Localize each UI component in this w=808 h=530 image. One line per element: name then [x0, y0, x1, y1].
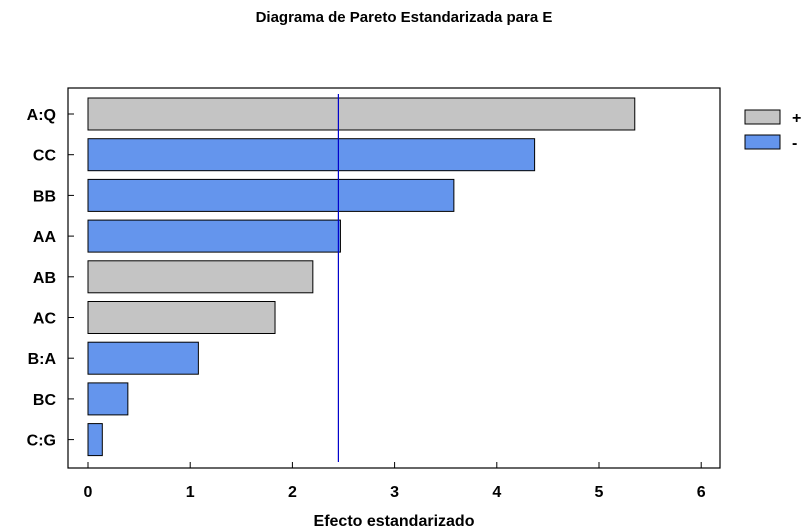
x-tick-label: 5 [595, 484, 604, 501]
x-tick-label: 4 [492, 484, 501, 501]
category-label: AA [33, 229, 57, 246]
x-tick-label: 0 [84, 484, 93, 501]
bar-ab [87, 260, 314, 294]
category-label: A:Q [27, 107, 56, 124]
category-label: CC [33, 148, 57, 165]
x-tick-label: 1 [186, 484, 195, 501]
category-label: BB [33, 188, 56, 205]
legend-swatch [744, 134, 781, 150]
bar-ac [87, 301, 276, 334]
bar-cg [87, 423, 103, 457]
category-label: C:G [27, 433, 56, 450]
bars-group [87, 97, 636, 457]
bar-bb [87, 178, 455, 212]
legend-swatch [744, 109, 781, 125]
legend: +- [744, 109, 801, 152]
category-label: BC [33, 392, 57, 409]
legend-label: + [792, 110, 801, 127]
bar-bc [87, 382, 129, 416]
x-tick-label: 2 [288, 484, 297, 501]
bar-cc [87, 138, 536, 172]
legend-label: - [792, 135, 797, 152]
category-label: B:A [28, 351, 57, 368]
bar-aq [87, 97, 636, 131]
category-label: AB [33, 270, 56, 287]
bar-aa [87, 219, 341, 253]
category-label: AC [33, 311, 57, 328]
x-tick-label: 3 [390, 484, 399, 501]
category-labels: A:Q CC BB AA AB AC B:A BC C:G [27, 107, 74, 450]
chart-title: Diagrama de Pareto Estandarizada para E [256, 9, 553, 26]
x-axis-label: Efecto estandarizado [314, 513, 475, 530]
x-tick-label: 6 [697, 484, 706, 501]
x-axis-ticks: 0 1 2 3 4 5 6 [84, 462, 706, 501]
bar-ba [87, 341, 199, 375]
